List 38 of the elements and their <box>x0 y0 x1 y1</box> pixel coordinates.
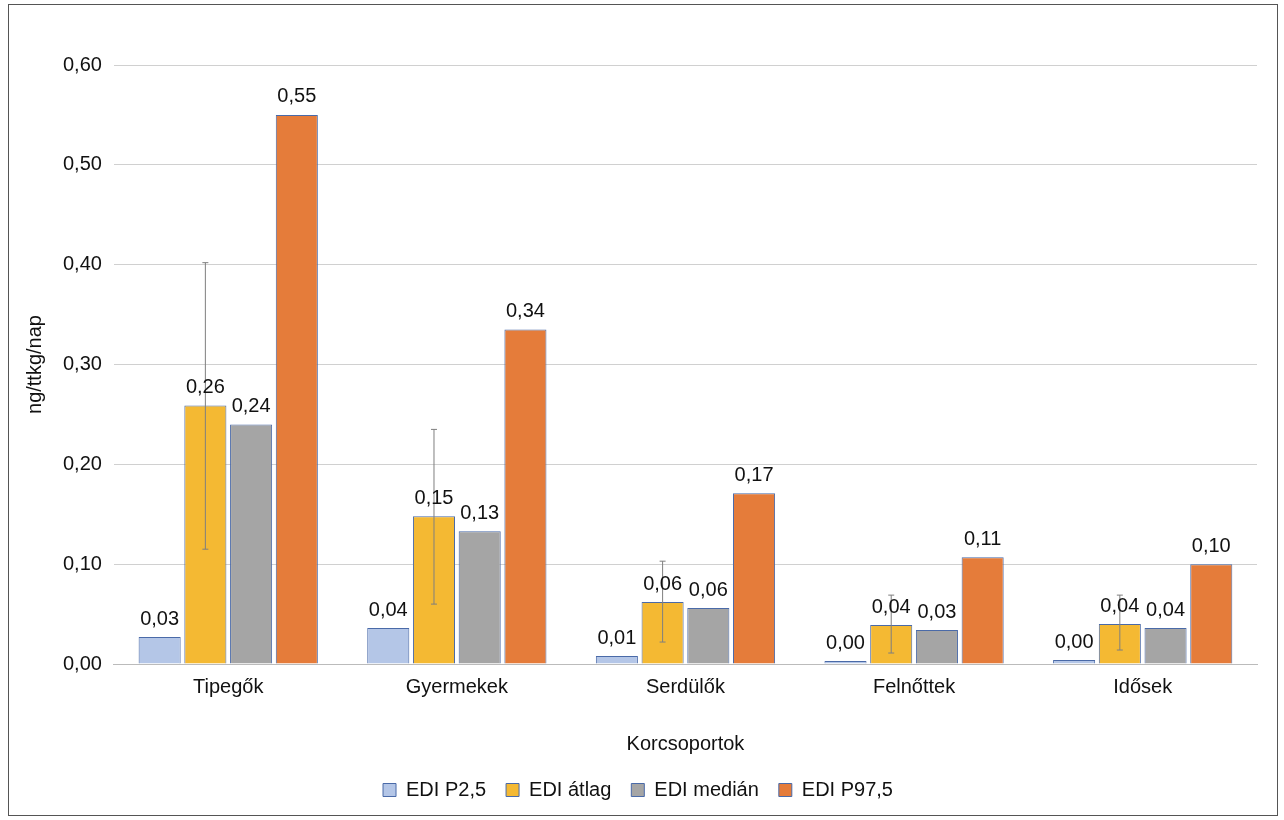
y-tick-label: 0,60 <box>62 52 102 75</box>
data-label: 0,10 <box>1191 533 1231 556</box>
y-tick-label: 0,20 <box>62 451 102 474</box>
data-label: 0,15 <box>414 485 454 508</box>
data-label: 0,03 <box>917 599 957 622</box>
x-tick-label: Idősek <box>1113 674 1174 697</box>
y-tick-label: 0,00 <box>62 651 102 674</box>
x-tick-label: Gyermekek <box>405 674 509 697</box>
data-label: 0,04 <box>1100 593 1140 616</box>
y-tick-label: 0,40 <box>62 252 102 275</box>
data-label: 0,11 <box>963 526 1002 549</box>
data-label: 0,06 <box>643 571 683 594</box>
data-label: 0,34 <box>505 299 545 322</box>
y-axis-title: ng/ttkg/nap <box>22 315 45 414</box>
legend-label: EDI P2,5 <box>406 777 487 800</box>
data-label: 0,01 <box>597 625 637 648</box>
x-tick-label: Serdülők <box>645 674 726 697</box>
data-label: 0,00 <box>1054 629 1094 652</box>
x-axis-title: Korcsoportok <box>626 731 746 754</box>
x-tick-label: Tipegők <box>193 674 265 697</box>
data-label: 0,00 <box>826 630 865 653</box>
data-label: 0,03 <box>140 606 180 629</box>
data-label: 0,04 <box>1146 597 1186 620</box>
y-tick-label: 0,50 <box>62 152 102 175</box>
data-label: 0,04 <box>871 594 911 617</box>
data-label: 0,26 <box>185 374 225 397</box>
x-tick-label: Felnőttek <box>872 674 957 697</box>
data-label: 0,17 <box>734 462 774 485</box>
data-label: 0,06 <box>688 577 728 600</box>
legend-label: EDI medián <box>654 777 759 800</box>
y-tick-label: 0,30 <box>62 352 102 375</box>
data-label: 0,13 <box>460 500 500 523</box>
y-tick-label: 0,10 <box>62 551 102 574</box>
data-label: 0,55 <box>277 84 317 107</box>
data-label: 0,04 <box>368 597 408 620</box>
data-label: 0,24 <box>231 393 271 416</box>
legend-label: EDI P97,5 <box>801 777 893 800</box>
legend-label: EDI átlag <box>529 777 612 800</box>
